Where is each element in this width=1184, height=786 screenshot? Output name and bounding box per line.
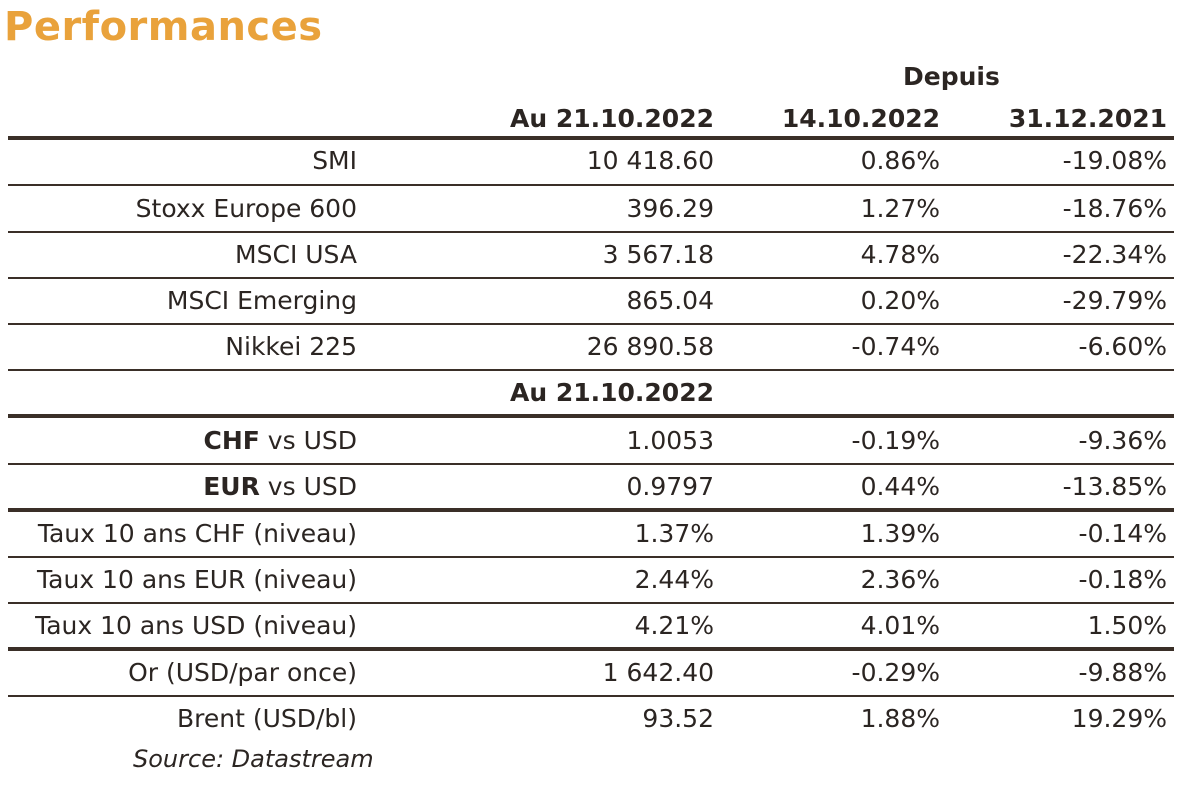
- row-value: 1.0053: [626, 426, 714, 455]
- row-value: 93.52: [642, 704, 714, 733]
- row-ytd: 19.29%: [1071, 704, 1167, 733]
- row-week: -0.19%: [851, 426, 940, 455]
- row-ytd: -22.34%: [1062, 240, 1167, 269]
- row-value: 0.9797: [626, 472, 714, 501]
- row-value: 2.44%: [634, 565, 714, 594]
- row-week: 1.27%: [860, 194, 940, 223]
- row-value: 4.21%: [634, 611, 714, 640]
- table-row: Brent (USD/bl) 93.52 1.88% 19.29%: [0, 696, 1184, 742]
- page-title: Performances: [4, 4, 323, 50]
- table-row: CHF vs USD 1.0053 -0.19% -9.36%: [0, 418, 1184, 464]
- row-label: Nikkei 225: [225, 332, 357, 361]
- row-week: 1.88%: [860, 704, 940, 733]
- row-ytd: -9.88%: [1078, 658, 1167, 687]
- row-ytd: -6.60%: [1078, 332, 1167, 361]
- currency-pair: vs USD: [259, 472, 357, 501]
- header-ytd: 31.12.2021: [1008, 104, 1167, 133]
- row-label: Stoxx Europe 600: [135, 194, 357, 223]
- row-label: MSCI USA: [235, 240, 357, 269]
- header-rule: [8, 136, 1174, 140]
- table-row: Stoxx Europe 600 396.29 1.27% -18.76%: [0, 186, 1184, 232]
- row-divider: [8, 602, 1174, 604]
- row-ytd: -18.76%: [1062, 194, 1167, 223]
- row-ytd: -13.85%: [1062, 472, 1167, 501]
- currency-code: EUR: [203, 472, 260, 501]
- row-week: 1.39%: [860, 519, 940, 548]
- subheader-row: Au 21.10.2022: [0, 370, 1184, 416]
- source-note: Source: Datastream: [133, 745, 374, 773]
- row-divider: [8, 463, 1174, 465]
- row-value: 3 567.18: [602, 240, 714, 269]
- table-row: Taux 10 ans USD (niveau) 4.21% 4.01% 1.5…: [0, 603, 1184, 649]
- row-label: Taux 10 ans EUR (niveau): [37, 565, 357, 594]
- row-week: 0.20%: [860, 286, 940, 315]
- row-divider: [8, 369, 1174, 371]
- row-ytd: -0.14%: [1078, 519, 1167, 548]
- row-value: 10 418.60: [586, 146, 714, 175]
- row-week: 2.36%: [860, 565, 940, 594]
- currency-code: CHF: [203, 426, 260, 455]
- row-ytd: -19.08%: [1062, 146, 1167, 175]
- row-divider: [8, 277, 1174, 279]
- row-label: Brent (USD/bl): [176, 704, 357, 733]
- subheader-rule: [8, 414, 1174, 418]
- row-ytd: -9.36%: [1078, 426, 1167, 455]
- table-row: EUR vs USD 0.9797 0.44% -13.85%: [0, 464, 1184, 510]
- row-value: 26 890.58: [586, 332, 714, 361]
- row-value: 1.37%: [634, 519, 714, 548]
- subheader-current: Au 21.10.2022: [509, 378, 714, 407]
- row-divider: [8, 184, 1174, 186]
- row-week: -0.74%: [851, 332, 940, 361]
- row-week: 4.01%: [860, 611, 940, 640]
- currency-pair: vs USD: [259, 426, 357, 455]
- row-label: Taux 10 ans CHF (niveau): [37, 519, 357, 548]
- row-ytd: -29.79%: [1062, 286, 1167, 315]
- row-value: 865.04: [626, 286, 714, 315]
- row-week: -0.29%: [851, 658, 940, 687]
- header-week: 14.10.2022: [781, 104, 940, 133]
- header-current: Au 21.10.2022: [509, 104, 714, 133]
- table-row: MSCI Emerging 865.04 0.20% -29.79%: [0, 278, 1184, 324]
- row-label: Taux 10 ans USD (niveau): [35, 611, 357, 640]
- table-row: Or (USD/par once) 1 642.40 -0.29% -9.88%: [0, 650, 1184, 696]
- row-value: 1 642.40: [602, 658, 714, 687]
- row-label: SMI: [312, 146, 357, 175]
- section-rule: [8, 508, 1174, 512]
- table-row: Nikkei 225 26 890.58 -0.74% -6.60%: [0, 324, 1184, 370]
- section-rule: [8, 647, 1174, 651]
- row-week: 0.86%: [860, 146, 940, 175]
- row-ytd: -0.18%: [1078, 565, 1167, 594]
- row-ytd: 1.50%: [1087, 611, 1167, 640]
- row-week: 4.78%: [860, 240, 940, 269]
- row-divider: [8, 231, 1174, 233]
- table-row: Taux 10 ans CHF (niveau) 1.37% 1.39% -0.…: [0, 511, 1184, 557]
- table-row: SMI 10 418.60 0.86% -19.08%: [0, 138, 1184, 184]
- table-row: Taux 10 ans EUR (niveau) 2.44% 2.36% -0.…: [0, 557, 1184, 603]
- row-label: MSCI Emerging: [166, 286, 357, 315]
- header-depuis: Depuis: [903, 62, 1000, 91]
- row-label: CHF vs USD: [204, 418, 358, 464]
- row-week: 0.44%: [860, 472, 940, 501]
- row-divider: [8, 323, 1174, 325]
- row-label: Or (USD/par once): [128, 658, 357, 687]
- row-value: 396.29: [626, 194, 714, 223]
- row-divider: [8, 695, 1174, 697]
- row-label: EUR vs USD: [203, 464, 357, 510]
- table-row: MSCI USA 3 567.18 4.78% -22.34%: [0, 232, 1184, 278]
- row-divider: [8, 556, 1174, 558]
